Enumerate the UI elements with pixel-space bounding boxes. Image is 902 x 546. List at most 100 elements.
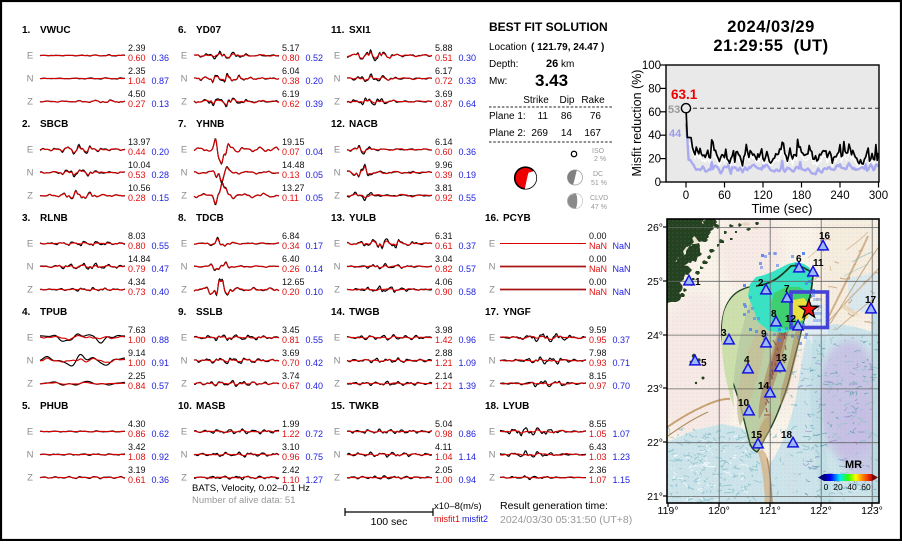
svg-text:YD07: YD07 — [196, 25, 221, 36]
svg-text:15: 15 — [751, 430, 763, 441]
svg-text:N: N — [27, 356, 34, 367]
svg-text:0.96: 0.96 — [459, 335, 477, 345]
svg-text:0.75: 0.75 — [306, 452, 324, 462]
svg-text:1.15: 1.15 — [613, 475, 631, 485]
svg-text:SBCB: SBCB — [40, 119, 68, 130]
svg-text:0.94: 0.94 — [459, 475, 477, 485]
svg-text:23°: 23° — [647, 383, 663, 395]
svg-text:N: N — [27, 450, 34, 461]
svg-text:0.13: 0.13 — [282, 170, 300, 180]
svg-text:0.80: 0.80 — [128, 241, 146, 251]
svg-text:ISO: ISO — [592, 148, 605, 155]
svg-text:0.93: 0.93 — [589, 358, 607, 368]
svg-text:2.14: 2.14 — [435, 371, 453, 381]
svg-text:BATS, Velocity, 0.02–0.1 Hz: BATS, Velocity, 0.02–0.1 Hz — [192, 483, 310, 494]
svg-text:NaN: NaN — [613, 264, 631, 274]
svg-text:1.00: 1.00 — [128, 335, 146, 345]
svg-text:0.07: 0.07 — [282, 147, 300, 157]
svg-text:NaN: NaN — [613, 287, 631, 297]
svg-text:6.31: 6.31 — [435, 231, 453, 241]
svg-text:15.: 15. — [331, 401, 345, 412]
svg-text:0.28: 0.28 — [152, 170, 170, 180]
svg-text:6.: 6. — [178, 25, 187, 36]
svg-text:40: 40 — [847, 482, 857, 492]
svg-text:1.99: 1.99 — [282, 419, 300, 429]
svg-text:0.82: 0.82 — [435, 264, 453, 274]
svg-text:10.04: 10.04 — [128, 160, 151, 170]
svg-text:1.10: 1.10 — [282, 475, 300, 485]
svg-text:E: E — [489, 333, 495, 344]
svg-text:0.64: 0.64 — [459, 99, 477, 109]
svg-text:6.40: 6.40 — [282, 254, 300, 264]
svg-text:4.34: 4.34 — [128, 277, 146, 287]
svg-text:11.: 11. — [331, 25, 345, 36]
svg-text:0.58: 0.58 — [459, 287, 477, 297]
svg-text:0.81: 0.81 — [282, 335, 300, 345]
svg-text:12: 12 — [785, 314, 797, 325]
svg-text:BEST FIT SOLUTION: BEST FIT SOLUTION — [489, 20, 608, 34]
svg-text:0.98: 0.98 — [435, 429, 453, 439]
svg-text:12.: 12. — [331, 119, 345, 130]
svg-text:0.70: 0.70 — [613, 381, 631, 391]
svg-text:120: 120 — [753, 190, 772, 202]
svg-text:0.87: 0.87 — [152, 76, 170, 86]
svg-text:E: E — [334, 333, 340, 344]
svg-text:E: E — [27, 51, 33, 62]
svg-text:0.86: 0.86 — [128, 429, 146, 439]
svg-text:YNGF: YNGF — [503, 307, 531, 318]
svg-text:3.69: 3.69 — [282, 348, 300, 358]
svg-text:0.55: 0.55 — [152, 241, 170, 251]
svg-text:0.00: 0.00 — [589, 231, 607, 241]
svg-text:2 %: 2 % — [594, 156, 606, 163]
svg-text:Z: Z — [334, 191, 340, 202]
svg-text:7: 7 — [784, 284, 790, 295]
svg-text:6: 6 — [796, 254, 802, 265]
svg-text:119°: 119° — [658, 505, 679, 517]
svg-text:0.92: 0.92 — [152, 452, 170, 462]
svg-text:0.96: 0.96 — [282, 452, 300, 462]
svg-text:NACB: NACB — [349, 119, 378, 130]
svg-text:0.42: 0.42 — [306, 358, 324, 368]
svg-text:9.: 9. — [178, 307, 187, 318]
svg-text:1.00: 1.00 — [128, 358, 146, 368]
svg-text:5.: 5. — [22, 401, 31, 412]
svg-text:0: 0 — [655, 177, 661, 189]
svg-text:8.15: 8.15 — [589, 371, 607, 381]
svg-text:5.88: 5.88 — [435, 43, 453, 53]
svg-text:0.36: 0.36 — [152, 53, 170, 63]
svg-text:0.00: 0.00 — [589, 277, 607, 287]
svg-text:0.60: 0.60 — [128, 53, 146, 63]
svg-text:N: N — [334, 450, 341, 461]
svg-text:0.40: 0.40 — [306, 381, 324, 391]
svg-text:2: 2 — [758, 278, 764, 289]
svg-text:18: 18 — [781, 430, 793, 441]
svg-text:0.70: 0.70 — [282, 358, 300, 368]
svg-text:14: 14 — [561, 128, 573, 139]
svg-text:Z: Z — [27, 97, 33, 108]
svg-text:Z: Z — [334, 97, 340, 108]
svg-text:0.57: 0.57 — [152, 381, 170, 391]
svg-text:0.55: 0.55 — [459, 193, 477, 203]
svg-text:0.79: 0.79 — [128, 264, 146, 274]
svg-text:DC: DC — [593, 171, 603, 178]
svg-text:misfit1: misfit1 — [434, 514, 460, 524]
svg-text:4.: 4. — [22, 307, 31, 318]
svg-text:180: 180 — [792, 190, 811, 202]
svg-text:0.61: 0.61 — [128, 475, 146, 485]
svg-text:N: N — [489, 356, 496, 367]
svg-text:0.39: 0.39 — [435, 170, 453, 180]
svg-text:Strike: Strike — [523, 95, 549, 106]
svg-text:E: E — [181, 145, 187, 156]
svg-text:0.80: 0.80 — [282, 53, 300, 63]
svg-text:100 sec: 100 sec — [371, 516, 408, 528]
svg-text:20: 20 — [648, 154, 661, 166]
svg-text:60: 60 — [718, 190, 731, 202]
svg-text:E: E — [181, 51, 187, 62]
svg-text:16.: 16. — [485, 213, 499, 224]
svg-text:12.65: 12.65 — [282, 277, 305, 287]
svg-text:8: 8 — [771, 309, 777, 320]
svg-text:N: N — [27, 74, 34, 85]
svg-text:0.40: 0.40 — [152, 287, 170, 297]
svg-text:Depth:: Depth: — [489, 59, 518, 70]
svg-text:240: 240 — [830, 190, 849, 202]
